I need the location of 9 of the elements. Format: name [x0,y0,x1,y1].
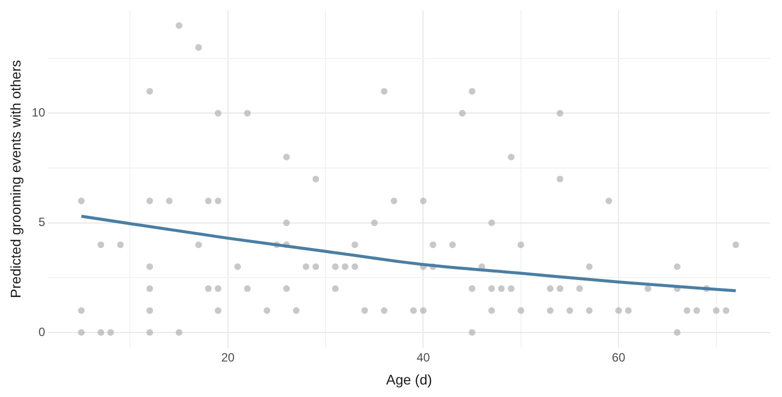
x-tick-label: 40 [416,350,430,364]
line-series [80,214,738,292]
y-axis-title: Predicted grooming events with others [7,60,24,298]
y-tick-label: 10 [32,106,46,120]
x-tick-label: 20 [221,350,235,364]
x-axis-title: Age (d) [386,371,432,388]
y-tick-label: 0 [38,324,46,339]
y-tick-label: 5 [38,215,46,230]
x-tick-label: 60 [612,350,626,364]
